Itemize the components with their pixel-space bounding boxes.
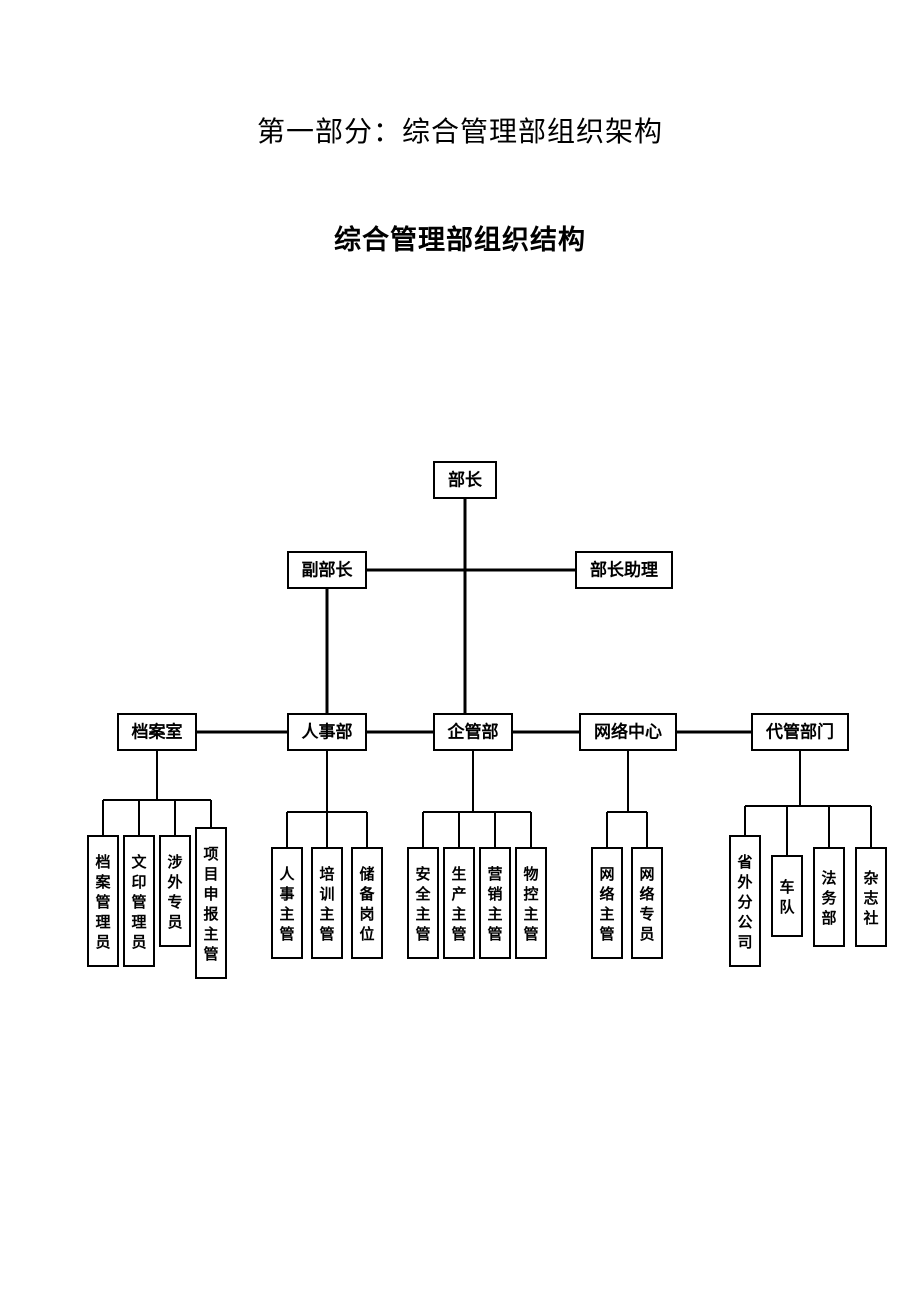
- org-node-label: 副部长: [302, 559, 354, 579]
- org-node-magazine: 杂志社: [856, 848, 886, 946]
- org-node-label: 网络中心: [594, 721, 662, 741]
- org-node-label: 人事部: [302, 721, 353, 741]
- org-node-prov_branch: 省外分公司: [730, 836, 760, 966]
- org-node-vice: 副部长: [288, 552, 366, 588]
- org-node-director: 部长: [434, 462, 496, 498]
- org-node-print_mgr: 文印管理员: [124, 836, 154, 966]
- org-node-prod_lead: 生产主管: [444, 848, 474, 958]
- org-node-foreign_spec: 涉外专员: [160, 836, 190, 946]
- org-node-net_lead: 网络主管: [592, 848, 622, 958]
- org-node-archive_mgr: 档案管理员: [88, 836, 118, 966]
- page: 第一部分：综合管理部组织架构 综合管理部组织结构 部长副部长部长助理档案室人事部…: [0, 0, 920, 1302]
- org-node-label: 代管部门: [765, 721, 834, 741]
- org-node-hosted: 代管部门: [752, 714, 848, 750]
- org-node-project_rep: 项目申报主管: [196, 828, 226, 978]
- org-node-train_lead: 培训主管: [312, 848, 342, 958]
- org-node-legal: 法务部: [814, 848, 844, 946]
- org-chart: 部长副部长 部长助理档案室 人事部 企管部 网络中心 代管部门档案管理员 文印管理员涉外专员…: [0, 0, 920, 1302]
- org-node-label: 法务部: [821, 869, 837, 927]
- org-node-enterprise: 企管部: [434, 714, 512, 750]
- org-node-motorcade: 车队: [772, 856, 802, 936]
- org-node-hr_lead: 人事主管: [272, 848, 302, 958]
- org-node-label: 杂志社: [862, 869, 878, 927]
- org-node-assistant: 部长助理: [576, 552, 672, 588]
- org-node-reserve_pos: 储备岗位: [352, 848, 382, 958]
- org-node-archive_room: 档案室: [118, 714, 196, 750]
- org-node-label: 档案室: [132, 721, 183, 741]
- org-node-label: 企管部: [447, 721, 499, 741]
- org-node-label: 档案管理员: [94, 853, 111, 951]
- org-node-label: 省外分公司: [736, 853, 752, 951]
- org-node-safety_lead: 安全主管: [408, 848, 438, 958]
- org-node-net_center: 网络中心: [580, 714, 676, 750]
- org-node-net_spec: 网络专员: [632, 848, 662, 958]
- org-node-label: 文印管理员: [131, 853, 147, 951]
- org-node-sales_lead: 营销主管: [480, 848, 510, 958]
- org-node-hr: 人事部: [288, 714, 366, 750]
- org-node-logi_lead: 物控主管: [516, 848, 546, 958]
- org-node-label: 部长: [448, 469, 483, 489]
- org-node-label: 部长助理: [590, 559, 658, 579]
